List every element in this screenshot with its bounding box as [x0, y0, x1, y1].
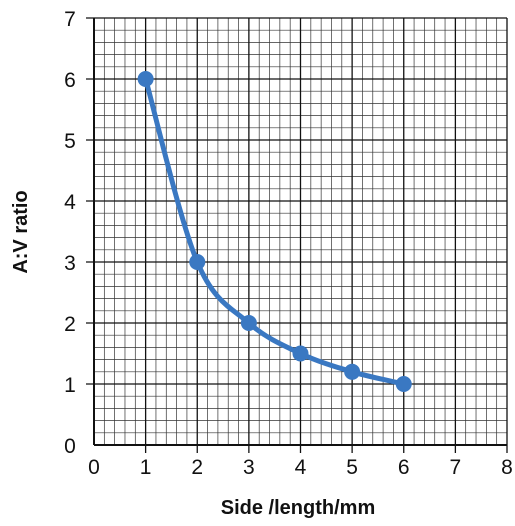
major-grid	[86, 17, 508, 453]
data-point	[189, 254, 206, 270]
y-tick-label: 6	[64, 69, 76, 92]
series-layer	[137, 71, 412, 392]
x-tick-label: 0	[88, 456, 100, 479]
y-tick-label: 3	[64, 252, 76, 275]
data-point	[240, 315, 257, 331]
x-tick-labels: 0 1 2 3 4 5 6 7 8	[88, 456, 513, 479]
series-line	[143, 76, 407, 387]
y-tick-label: 1	[64, 374, 76, 397]
y-tick-labels: 0 1 2 3 4 5 6 7	[64, 8, 76, 458]
y-tick-label: 4	[64, 191, 76, 214]
y-tick-label: 5	[64, 130, 76, 153]
x-tick-label: 1	[140, 456, 152, 479]
y-axis-label: A:V ratio	[10, 190, 32, 273]
data-point	[344, 363, 361, 380]
x-tick-label: 6	[398, 456, 410, 479]
data-point	[137, 71, 154, 87]
x-axis-label: Side /length/mm	[221, 497, 375, 519]
data-point	[395, 376, 412, 392]
x-tick-label: 8	[501, 456, 513, 479]
y-tick-label: 7	[64, 8, 76, 31]
data-point	[292, 345, 309, 362]
x-tick-label: 5	[346, 456, 358, 479]
x-tick-label: 3	[243, 456, 255, 479]
x-tick-label: 7	[450, 456, 462, 479]
y-tick-label: 2	[64, 313, 76, 336]
minor-grid	[94, 18, 507, 445]
y-tick-label: 0	[64, 435, 76, 458]
x-tick-label: 4	[295, 456, 307, 479]
x-tick-label: 2	[191, 456, 203, 479]
